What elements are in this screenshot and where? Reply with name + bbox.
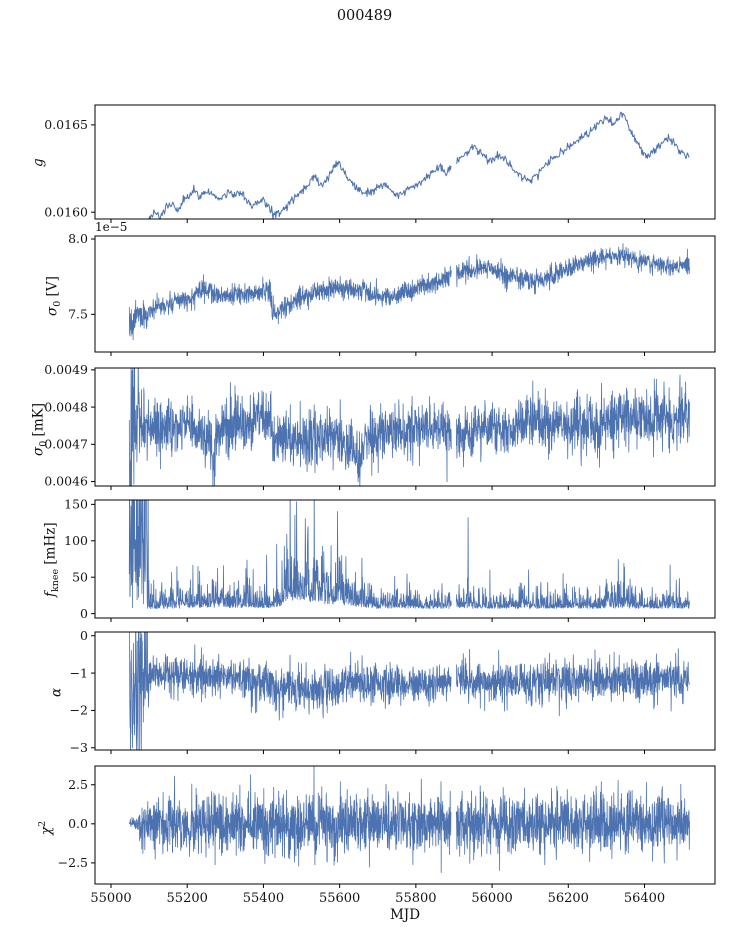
ylabel-sigma0-v: σ0 [V] — [41, 276, 66, 316]
axes-box-sigma0-mk — [94, 367, 716, 487]
ytick-label: 0.0165 — [44, 117, 88, 132]
ylabel-alpha-base: α — [48, 687, 65, 697]
ylabel-sigma0-mk-sub: 0 — [38, 440, 50, 447]
ytick-label: 0 — [80, 606, 88, 621]
ylabel-fknee: fknee [mHz] — [39, 522, 64, 597]
ytick-label: −3 — [70, 740, 88, 755]
ytick-label: 0.0 — [68, 816, 88, 831]
ylabel-alpha: α — [45, 688, 70, 697]
series-g — [148, 160, 452, 219]
panel-chi2: 2.5 0.0 −2.5 55000 55200 55400 55600 55800 56000… — [58, 765, 716, 906]
ytick-label: 50 — [72, 569, 88, 584]
xtick-label: 56400 — [624, 891, 665, 906]
series-sigma0-v — [456, 243, 690, 295]
ytick-label: −2.5 — [58, 855, 88, 870]
panel-sigma0-mk: 0.0046 0.0047 0.0048 0.0049 — [44, 362, 716, 490]
x-axis-label: MJD — [389, 907, 421, 923]
ylabel-sigma0-v-sub: 0 — [52, 300, 64, 307]
series-g — [456, 111, 690, 184]
series-alpha — [129, 632, 452, 750]
y-axis-offset-text: 1e−5 — [95, 220, 128, 234]
ylabel-sigma0-mk-base: σ — [30, 446, 47, 456]
series-sigma0-mk — [128, 368, 452, 486]
series-fknee — [128, 500, 452, 609]
axes-box-sigma0-v — [94, 235, 716, 353]
ytick-label: 150 — [64, 497, 88, 512]
ylabel-chi2-sup: 2 — [37, 820, 48, 827]
panel-alpha: 0 −1 −2 −3 — [70, 628, 716, 755]
ylabel-chi2: χ2 — [35, 821, 60, 835]
series-alpha — [456, 648, 690, 717]
ylabel-sigma0-mk-unit: [mK] — [30, 403, 47, 441]
series-chi2 — [455, 780, 690, 871]
series-sigma0-v — [128, 265, 452, 341]
xtick-label: 55400 — [243, 891, 284, 906]
ylabel-chi2-base: χ — [38, 826, 55, 835]
axes-box-chi2 — [94, 765, 716, 885]
ylabel-sigma0-mk: σ0 [mK] — [27, 403, 52, 456]
xtick-label: 55600 — [319, 891, 360, 906]
ylabel-g: g — [27, 158, 52, 167]
panel-g: 0.0160 0.0165 — [44, 104, 716, 223]
figure-title: 000489 — [336, 8, 393, 24]
series-fknee — [455, 517, 690, 609]
series-chi2 — [128, 766, 452, 873]
xtick-label: 55800 — [395, 891, 436, 906]
xtick-label: 56000 — [471, 891, 512, 906]
ylabel-fknee-sub: knee — [50, 568, 62, 592]
ytick-label: 0.0049 — [44, 362, 88, 377]
ytick-label: 0 — [80, 628, 88, 643]
xtick-label: 55200 — [167, 891, 208, 906]
ylabel-sigma0-v-base: σ — [44, 306, 61, 316]
panel-sigma0-v: 7.5 8.0 — [68, 231, 716, 356]
ytick-label: 0.0046 — [44, 474, 88, 489]
ytick-label: −1 — [70, 665, 88, 680]
ytick-label: 7.5 — [68, 307, 88, 322]
axes-box-fknee — [94, 499, 716, 619]
ytick-label: −2 — [70, 703, 88, 718]
axes-box-g — [94, 104, 716, 220]
series-sigma0-mk — [456, 374, 690, 468]
ylabel-fknee-unit: [mHz] — [42, 522, 59, 569]
xtick-label: 56200 — [548, 891, 589, 906]
ylabel-sigma0-v-unit: [V] — [44, 276, 61, 301]
ylabel-g-base: g — [30, 158, 47, 167]
ytick-label: 100 — [64, 533, 88, 548]
ytick-label: 0.0047 — [44, 437, 88, 452]
xtick-label: 55000 — [90, 891, 131, 906]
axes-box-alpha — [94, 631, 716, 751]
panel-fknee: 0 50 100 150 — [64, 497, 716, 622]
ytick-label: 0.0160 — [44, 204, 88, 219]
ylabel-fknee-base: f — [42, 592, 59, 597]
ytick-label: 2.5 — [68, 777, 88, 792]
ytick-label: 0.0048 — [44, 399, 88, 414]
ytick-label: 8.0 — [68, 231, 88, 246]
